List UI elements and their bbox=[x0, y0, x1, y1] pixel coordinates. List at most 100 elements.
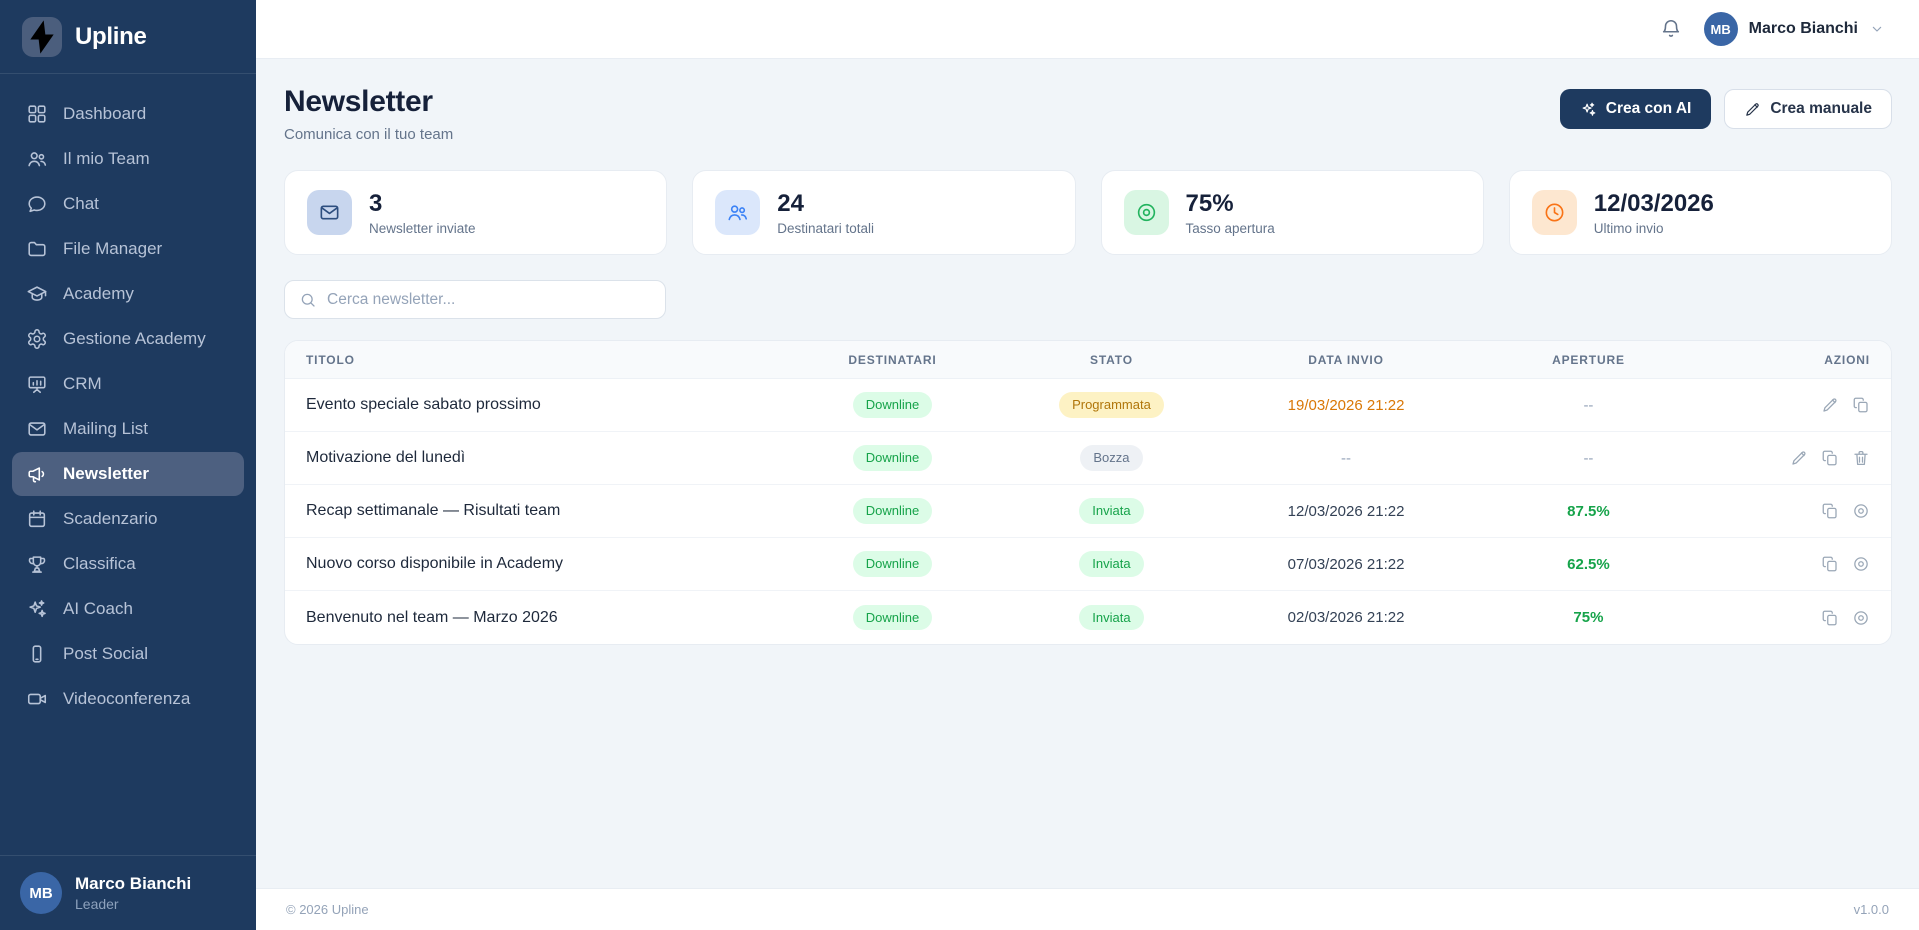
view-icon[interactable] bbox=[1852, 609, 1870, 627]
top-header: MB Marco Bianchi bbox=[256, 0, 1919, 59]
page-title: Newsletter bbox=[284, 85, 433, 118]
stat-value: 24 bbox=[777, 189, 804, 217]
copy-icon[interactable] bbox=[1852, 396, 1870, 414]
newsletter-title: Benvenuto nel team — Marzo 2026 bbox=[306, 608, 558, 626]
column-header-titolo: TITOLO bbox=[306, 352, 355, 367]
sidebar-item-crm[interactable]: CRM bbox=[12, 362, 244, 406]
send-date: -- bbox=[1341, 449, 1352, 467]
sidebar-item-label: Dashboard bbox=[63, 104, 147, 123]
sidebar-item-classifica[interactable]: Classifica bbox=[12, 542, 244, 586]
calendar-icon bbox=[26, 508, 48, 530]
sidebar-item-label: Chat bbox=[63, 194, 99, 213]
chevron-down-icon bbox=[1869, 21, 1885, 37]
create-manual-button[interactable]: Crea manuale bbox=[1724, 89, 1892, 129]
copy-icon[interactable] bbox=[1821, 555, 1839, 573]
table-row: Recap settimanale — Risultati team Downli… bbox=[285, 485, 1891, 538]
sidebar-item-scadenzario[interactable]: Scadenzario bbox=[12, 497, 244, 541]
search-input[interactable] bbox=[327, 290, 651, 309]
stat-value: 3 bbox=[369, 189, 383, 217]
row-actions bbox=[1698, 449, 1870, 467]
destinatari-badge: Downline bbox=[852, 551, 933, 577]
column-header-azioni: AZIONI bbox=[1824, 352, 1870, 367]
sidebar-item-il-mio-team[interactable]: Il mio Team bbox=[12, 137, 244, 181]
sidebar-item-newsletter[interactable]: Newsletter bbox=[12, 452, 244, 496]
sidebar-item-label: Il mio Team bbox=[63, 149, 150, 168]
stat-icon-box bbox=[1123, 190, 1169, 235]
bell-icon[interactable] bbox=[1660, 18, 1682, 40]
status-badge: Bozza bbox=[1080, 445, 1143, 471]
sidebar-item-videoconferenza[interactable]: Videoconferenza bbox=[12, 677, 244, 721]
footer-version: v1.0.0 bbox=[1853, 902, 1889, 917]
stat-card-destinatari-totali: 24 Destinatari totali bbox=[692, 170, 1076, 255]
column-header-stato: STATO bbox=[1090, 352, 1133, 367]
copy-icon[interactable] bbox=[1821, 449, 1839, 467]
smartphone-icon bbox=[26, 643, 48, 665]
sidebar-item-label: File Manager bbox=[63, 239, 163, 258]
sidebar-item-label: Videoconferenza bbox=[63, 689, 191, 708]
table-row: Nuovo corso disponibile in Academy Downli… bbox=[285, 538, 1891, 591]
sidebar-item-academy[interactable]: Academy bbox=[12, 272, 244, 316]
column-header-aperture: APERTURE bbox=[1552, 352, 1625, 367]
megaphone-icon bbox=[26, 463, 48, 485]
stat-icon-box bbox=[715, 190, 761, 235]
stat-value: 12/03/2026 bbox=[1593, 189, 1714, 217]
open-rate: 75% bbox=[1573, 609, 1604, 626]
create-manual-label: Crea manuale bbox=[1770, 100, 1872, 117]
user-menu[interactable]: MB Marco Bianchi bbox=[1703, 12, 1885, 46]
avatar: MB bbox=[1703, 12, 1738, 46]
stat-label: Ultimo invio bbox=[1593, 220, 1664, 236]
sidebar-item-ai-coach[interactable]: AI Coach bbox=[12, 587, 244, 631]
sidebar-item-post-social[interactable]: Post Social bbox=[12, 632, 244, 676]
status-badge: Inviata bbox=[1079, 551, 1144, 577]
sidebar-item-gestione-academy[interactable]: Gestione Academy bbox=[12, 317, 244, 361]
pencil-icon bbox=[1744, 101, 1761, 118]
sidebar-user-card: MB Marco Bianchi Leader bbox=[0, 855, 256, 930]
view-icon[interactable] bbox=[1852, 555, 1870, 573]
destinatari-badge: Downline bbox=[852, 392, 933, 418]
folder-icon bbox=[26, 238, 48, 260]
sidebar-item-label: Gestione Academy bbox=[63, 329, 206, 348]
newsletter-title: Recap settimanale — Risultati team bbox=[306, 502, 561, 519]
user-menu-name: Marco Bianchi bbox=[1748, 20, 1858, 37]
gear-icon bbox=[26, 328, 48, 350]
table-row: Motivazione del lunedì Downline Bozza -- -- bbox=[285, 432, 1891, 485]
avatar: MB bbox=[20, 872, 62, 914]
stat-icon-box bbox=[1531, 190, 1577, 235]
sidebar-item-label: Academy bbox=[63, 284, 134, 303]
page-footer: © 2026 Upline v1.0.0 bbox=[256, 888, 1919, 930]
graduation-cap-icon bbox=[26, 283, 48, 305]
sidebar-item-label: Newsletter bbox=[63, 464, 149, 483]
sidebar-user-name: Marco Bianchi bbox=[75, 874, 192, 893]
row-actions bbox=[1698, 609, 1870, 627]
stat-label: Destinatari totali bbox=[777, 220, 875, 236]
newsletter-table: TITOLO DESTINATARI STATO DATA INVIO APERTURE… bbox=[284, 340, 1892, 645]
sidebar-item-chat[interactable]: Chat bbox=[12, 182, 244, 226]
sidebar-item-label: CRM bbox=[63, 374, 102, 393]
sidebar-item-dashboard[interactable]: Dashboard bbox=[12, 92, 244, 136]
open-rate: 87.5% bbox=[1567, 502, 1610, 520]
column-header-data-invio: DATA INVIO bbox=[1308, 352, 1384, 367]
newsletter-title: Nuovo corso disponibile in Academy bbox=[306, 555, 564, 572]
sidebar: Upline Dashboard Il mio Team Chat File Mana… bbox=[0, 0, 256, 930]
destinatari-badge: Downline bbox=[852, 498, 933, 524]
edit-icon[interactable] bbox=[1821, 396, 1839, 414]
stat-icon-box bbox=[307, 190, 352, 235]
edit-icon[interactable] bbox=[1790, 449, 1808, 467]
sidebar-item-mailing-list[interactable]: Mailing List bbox=[12, 407, 244, 451]
footer-copyright: © 2026 Upline bbox=[286, 902, 369, 917]
table-row: Benvenuto nel team — Marzo 2026 Downline I… bbox=[285, 591, 1891, 644]
app-logo: Upline bbox=[0, 0, 256, 74]
stat-label: Tasso apertura bbox=[1185, 220, 1275, 236]
copy-icon[interactable] bbox=[1821, 502, 1839, 520]
sidebar-item-file-manager[interactable]: File Manager bbox=[12, 227, 244, 271]
users-icon bbox=[726, 201, 749, 224]
trash-icon[interactable] bbox=[1852, 449, 1870, 467]
copy-icon[interactable] bbox=[1821, 609, 1839, 627]
destinatari-badge: Downline bbox=[852, 604, 933, 631]
bolt-icon bbox=[22, 16, 62, 57]
sparkles-icon bbox=[1580, 101, 1597, 118]
view-icon[interactable] bbox=[1852, 502, 1870, 520]
table-row: Evento speciale sabato prossimo Downline P… bbox=[285, 379, 1891, 432]
create-ai-button[interactable]: Crea con AI bbox=[1559, 89, 1712, 129]
send-date: 12/03/2026 21:22 bbox=[1287, 502, 1405, 520]
